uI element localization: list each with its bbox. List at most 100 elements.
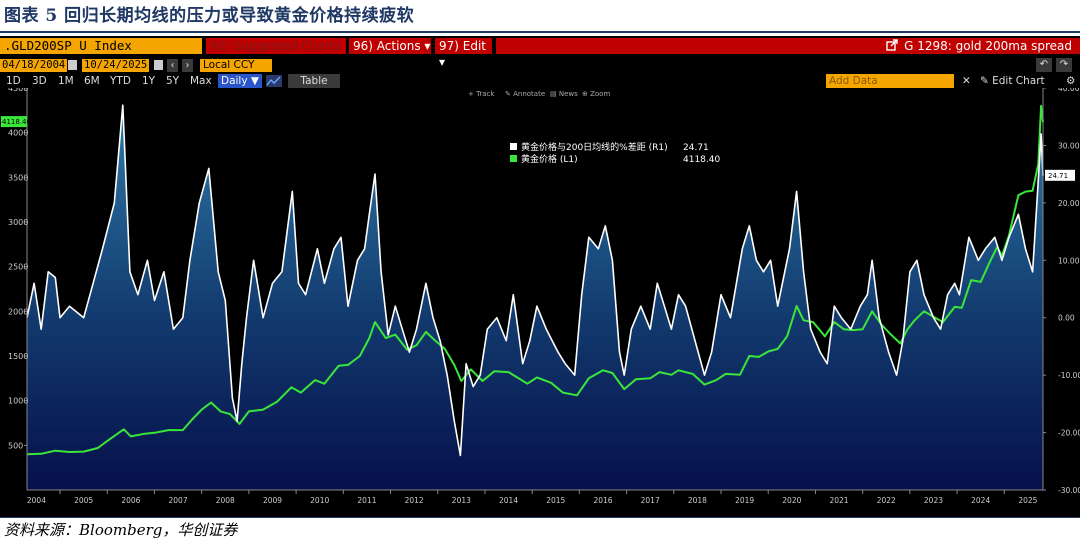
- spread-legend-label: 黄金价格与200日均线的%差距 (R1): [521, 141, 668, 153]
- figure-title: 图表 5 回归长期均线的压力或导致黄金价格持续疲软: [4, 6, 415, 26]
- x-tick-label: 2016: [593, 496, 612, 505]
- chevron-right-icon[interactable]: ›: [182, 59, 193, 72]
- period-max[interactable]: Max: [190, 75, 212, 87]
- x-tick-label: 2023: [924, 496, 943, 505]
- chart-name[interactable]: G 1298: gold 200ma spread: [886, 38, 1072, 54]
- spread-legend-value: 24.71: [683, 143, 709, 153]
- period-3d[interactable]: 3D: [32, 75, 47, 87]
- spread-legend-swatch: [510, 143, 517, 150]
- calendar-icon[interactable]: [68, 60, 77, 70]
- collapse-icon[interactable]: ✕: [962, 75, 971, 87]
- chart-tool-label: ✎ Annotate: [505, 90, 545, 98]
- x-tick-label: 2017: [641, 496, 660, 505]
- gold-legend-swatch: [510, 155, 517, 162]
- chart-tools: + Track ✎ Annotate ▤ News ⊕ Zoom: [468, 90, 610, 98]
- right-tick-label: -20.00: [1058, 429, 1080, 438]
- gold-legend-value: 4118.40: [683, 155, 720, 165]
- left-tick-label: 3000: [8, 218, 28, 227]
- left-tick-label: 4000: [8, 129, 28, 138]
- axes: 500 1000 1500 2000 2500 3000 3500 4000 4500 -30.0…: [0, 88, 1080, 508]
- external-link-icon[interactable]: [886, 39, 898, 51]
- left-tick-label: 1000: [8, 397, 28, 406]
- security-field[interactable]: .GLD200SP U Index: [0, 38, 202, 54]
- period-1y[interactable]: 1Y: [142, 75, 156, 87]
- right-tick-label: 30.00: [1058, 141, 1080, 150]
- x-tick-label: 2019: [735, 496, 754, 505]
- frequency-select[interactable]: Daily ▼: [218, 74, 262, 88]
- actions-menu[interactable]: 96) Actions ▾: [349, 38, 431, 54]
- period-1d[interactable]: 1D: [6, 75, 21, 87]
- currency-select[interactable]: Local CCY: [200, 59, 272, 72]
- gold-legend-label: 黄金价格 (L1): [521, 153, 578, 165]
- date-range-bar: 04/18/2004 10/24/2025 ‹ › Local CCY ↶ ↷: [0, 58, 1080, 73]
- x-tick-label: 2024: [971, 496, 990, 505]
- x-tick-label: 2013: [452, 496, 471, 505]
- start-date-field[interactable]: 04/18/2004: [0, 59, 68, 72]
- spread-last-value-label: 24.71: [1048, 172, 1068, 180]
- line-chart-icon[interactable]: [266, 75, 282, 87]
- x-tick-label: 2005: [74, 496, 93, 505]
- x-tick-label: 2021: [829, 496, 848, 505]
- x-tick-label: 2012: [405, 496, 424, 505]
- legend: 黄金价格与200日均线的%差距 (R1) 24.71 黄金价格 (L1) 4118.4…: [510, 141, 720, 165]
- x-axis-band: [0, 493, 1080, 508]
- calendar-icon[interactable]: [154, 60, 163, 70]
- suggested-charts-menu[interactable]: 90) Suggested Charts ×: [206, 38, 346, 69]
- left-tick-label: 4500: [8, 88, 28, 93]
- redo-icon[interactable]: ↷: [1056, 58, 1072, 72]
- x-tick-label: 2009: [263, 496, 282, 505]
- x-tick-label: 2010: [310, 496, 329, 505]
- x-tick-label: 2011: [357, 496, 376, 505]
- x-tick-label: 2015: [546, 496, 565, 505]
- undo-icon[interactable]: ↶: [1036, 58, 1052, 72]
- title-rule: [0, 31, 1080, 33]
- x-tick-label: 2020: [782, 496, 801, 505]
- left-tick-label: 2500: [8, 263, 28, 272]
- chart-name-label: G 1298: gold 200ma spread: [904, 39, 1072, 53]
- command-bar-fill: [496, 38, 1080, 54]
- gold-price-line: [26, 104, 1044, 456]
- x-tick-label: 2008: [216, 496, 235, 505]
- gold-last-value-tag: [1, 116, 27, 128]
- gold-spread-chart[interactable]: + Track ✎ Annotate ▤ News ⊕ Zoom 500 1000 150…: [0, 88, 1080, 516]
- chart-tool-label: ⊕ Zoom: [582, 90, 610, 98]
- edit-chart-button[interactable]: ✎ Edit Chart: [980, 75, 1045, 87]
- period-1m[interactable]: 1M: [58, 75, 74, 87]
- chart-tool-label: ▤ News: [550, 90, 578, 98]
- left-tick-label: 3500: [8, 173, 28, 182]
- period-5y[interactable]: 5Y: [166, 75, 180, 87]
- spread-line: [26, 104, 1044, 457]
- right-tick-label: 0.00: [1058, 314, 1075, 323]
- right-tick-label: 10.00: [1058, 256, 1080, 265]
- end-date-field[interactable]: 10/24/2025: [82, 59, 150, 72]
- x-tick-label: 2018: [688, 496, 707, 505]
- left-tick-label: 1500: [8, 352, 28, 361]
- left-tick-label: 500: [8, 441, 23, 450]
- gear-icon[interactable]: ⚙: [1066, 75, 1076, 87]
- gold-last-value-label: 4118.40: [2, 118, 31, 126]
- chevron-left-icon[interactable]: ‹: [167, 59, 178, 72]
- right-tick-label: 20.00: [1058, 199, 1080, 208]
- period-ytd[interactable]: YTD: [110, 75, 131, 87]
- edit-menu[interactable]: 97) Edit ▾: [435, 38, 492, 69]
- suggested-charts-label: 90) Suggested Charts: [210, 39, 341, 53]
- left-tick-label: 2000: [8, 307, 28, 316]
- spread-area: [27, 105, 1043, 490]
- source-rule: [0, 517, 1080, 518]
- series-lines: [26, 104, 1044, 457]
- right-tick-label: -10.00: [1058, 371, 1080, 380]
- spread-last-value-tag: [1045, 169, 1075, 181]
- x-tick-label: 2025: [1018, 496, 1037, 505]
- period-6m[interactable]: 6M: [84, 75, 100, 87]
- add-data-input[interactable]: Add Data: [826, 74, 954, 88]
- chart-tool-label: + Track: [468, 90, 495, 98]
- x-tick-label: 2004: [27, 496, 46, 505]
- x-tick-label: 2007: [169, 496, 188, 505]
- x-tick-label: 2022: [877, 496, 896, 505]
- spread-area-fill: [27, 105, 1043, 490]
- x-tick-label: 2014: [499, 496, 518, 505]
- right-tick-label: 40.00: [1058, 88, 1080, 93]
- table-button[interactable]: Table: [288, 74, 340, 88]
- figure-source: 资料来源：Bloomberg，华创证券: [4, 521, 238, 539]
- x-tick-label: 2006: [121, 496, 140, 505]
